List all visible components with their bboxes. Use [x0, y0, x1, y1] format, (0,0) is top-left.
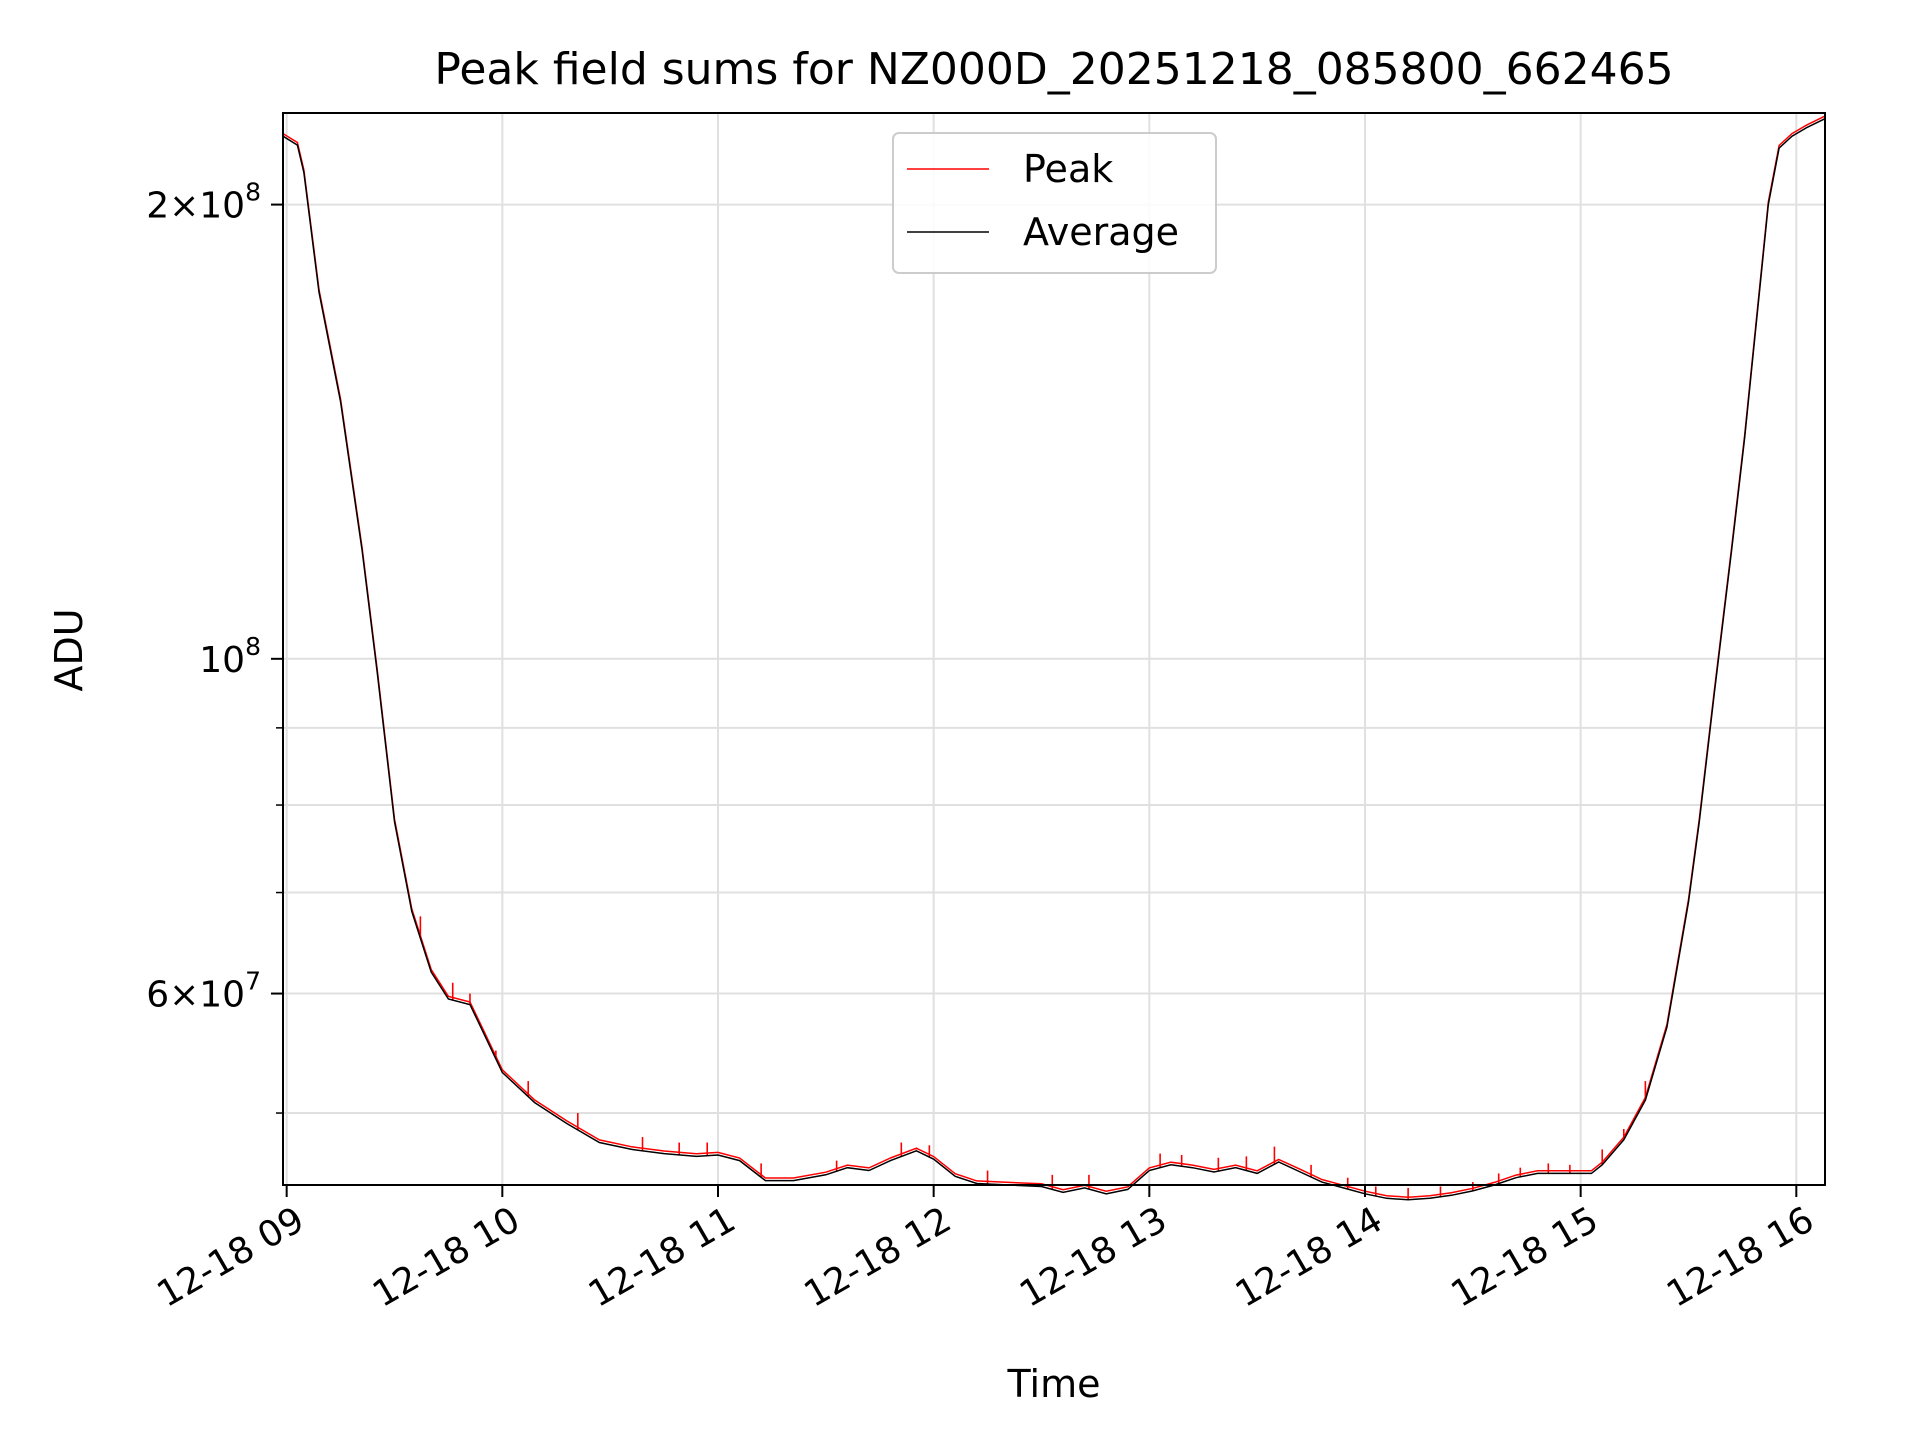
legend-label-peak: Peak — [1023, 147, 1113, 191]
y-tick-label: 6×107 — [146, 967, 261, 1016]
chart-title: Peak field sums for NZ000D_20251218_0858… — [434, 44, 1673, 95]
legend-label-average: Average — [1023, 210, 1179, 254]
x-axis-label: Time — [1007, 1362, 1101, 1406]
peak-line — [282, 115, 1826, 1198]
plot-frame — [282, 112, 1826, 1186]
series-layer — [282, 115, 1826, 1201]
y-tick-label: 2×108 — [146, 178, 261, 227]
y-axis-label: ADU — [47, 608, 91, 691]
y-tick-label: 108 — [199, 632, 261, 681]
legend: Peak Average — [892, 132, 1217, 274]
average-line — [282, 118, 1826, 1201]
legend-box — [892, 132, 1217, 274]
